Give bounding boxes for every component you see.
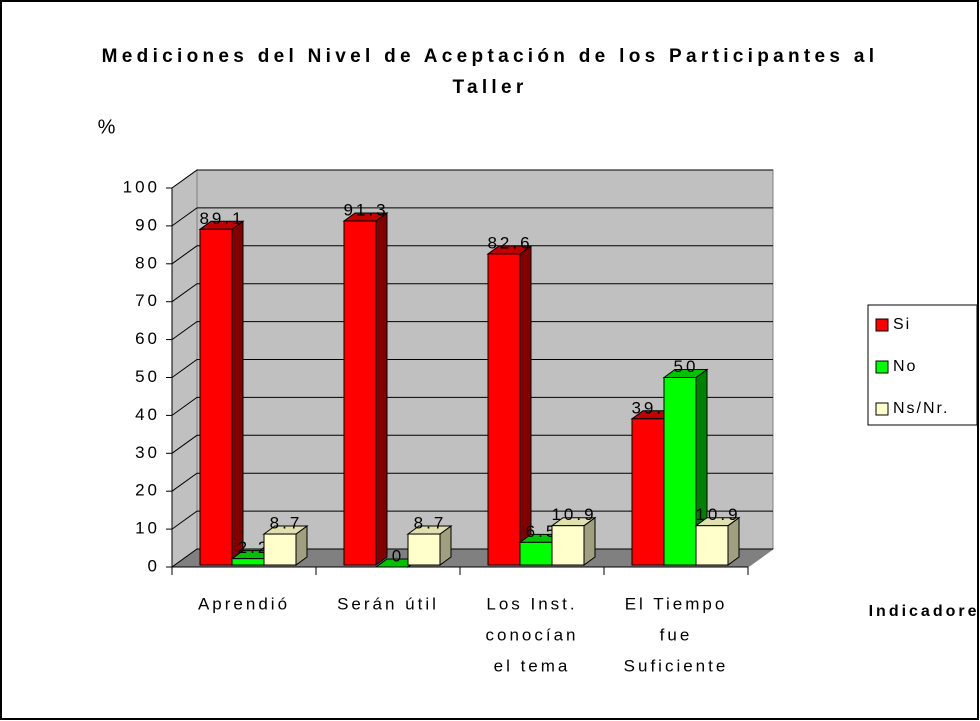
bar-front bbox=[695, 525, 729, 566]
grid-line bbox=[171, 283, 773, 303]
bar-front bbox=[343, 220, 377, 566]
grid-line bbox=[171, 510, 773, 530]
y-tick-label: 70 bbox=[135, 291, 160, 310]
data-label: 2.2 bbox=[238, 538, 271, 557]
y-tick-label: 100 bbox=[123, 177, 160, 196]
bar-front bbox=[631, 418, 665, 566]
data-label: 6.5 bbox=[526, 522, 559, 541]
chart-title: Taller bbox=[452, 77, 527, 98]
bar-front bbox=[551, 525, 585, 566]
x-tick-label: Aprendió bbox=[198, 594, 290, 613]
grid-line bbox=[171, 169, 773, 189]
data-label: 91.3 bbox=[343, 200, 388, 219]
y-tick-label: 10 bbox=[135, 519, 160, 538]
data-label: 82.6 bbox=[487, 233, 532, 252]
y-axis-label: % bbox=[98, 116, 119, 138]
bar bbox=[262, 525, 309, 566]
bar-side bbox=[519, 244, 532, 566]
x-tick-label: Suficiente bbox=[624, 656, 729, 675]
bar-front bbox=[199, 228, 233, 566]
grid-line bbox=[171, 207, 773, 227]
bar bbox=[342, 211, 389, 566]
bar bbox=[198, 220, 245, 566]
bar bbox=[662, 368, 709, 566]
grid-line bbox=[171, 359, 773, 378]
x-tick-label: El Tiempo bbox=[625, 594, 728, 613]
x-tick-label: conocían bbox=[486, 625, 579, 644]
legend-label: Ns/Nr. bbox=[893, 400, 949, 417]
grid-line bbox=[171, 321, 773, 341]
x-tick-label: fue bbox=[660, 625, 693, 644]
x-tick-label: Los Inst. bbox=[486, 594, 577, 613]
y-tick-label: 0 bbox=[148, 556, 160, 575]
bar bbox=[550, 516, 597, 566]
data-label: 50 bbox=[674, 357, 699, 376]
data-label: 10.9 bbox=[695, 505, 740, 524]
y-tick-label: 30 bbox=[135, 443, 160, 462]
bar-front bbox=[519, 541, 553, 566]
legend-label: Si bbox=[893, 316, 911, 333]
grid-line bbox=[171, 245, 773, 265]
grid-line bbox=[171, 472, 773, 492]
chart-title: Mediciones del Nivel de Aceptación de lo… bbox=[102, 46, 879, 67]
x-tick-label: el tema bbox=[494, 656, 571, 675]
data-label: 10.9 bbox=[551, 505, 596, 524]
grid-line bbox=[171, 396, 773, 416]
bar-front bbox=[663, 377, 697, 566]
x-tick-label: Serán útil bbox=[337, 594, 439, 613]
data-label: 8.7 bbox=[270, 514, 303, 533]
y-tick-label: 50 bbox=[135, 367, 160, 386]
bar bbox=[486, 244, 533, 566]
bar bbox=[694, 516, 741, 566]
x-axis-label: Indicadores bbox=[869, 603, 980, 620]
bar-front bbox=[263, 533, 297, 566]
legend-swatch bbox=[875, 318, 889, 332]
bar-front bbox=[407, 533, 441, 566]
data-label: 8.7 bbox=[414, 514, 447, 533]
data-label: 0 bbox=[392, 546, 404, 565]
bar-front bbox=[487, 253, 521, 566]
legend-label: No bbox=[893, 358, 917, 375]
legend-swatch bbox=[875, 402, 889, 416]
y-tick-label: 90 bbox=[135, 215, 160, 234]
y-tick-label: 40 bbox=[135, 405, 160, 424]
bar-front bbox=[231, 558, 265, 566]
bar bbox=[406, 525, 453, 566]
legend-swatch bbox=[875, 360, 889, 374]
grid-line bbox=[171, 434, 773, 454]
y-tick-label: 80 bbox=[135, 253, 160, 272]
y-tick-label: 60 bbox=[135, 329, 160, 348]
bar-side bbox=[375, 211, 388, 566]
bar-side bbox=[231, 220, 244, 566]
data-label: 89.1 bbox=[199, 209, 244, 228]
y-tick-label: 20 bbox=[135, 481, 160, 500]
data-label: 39.1 bbox=[631, 398, 676, 417]
